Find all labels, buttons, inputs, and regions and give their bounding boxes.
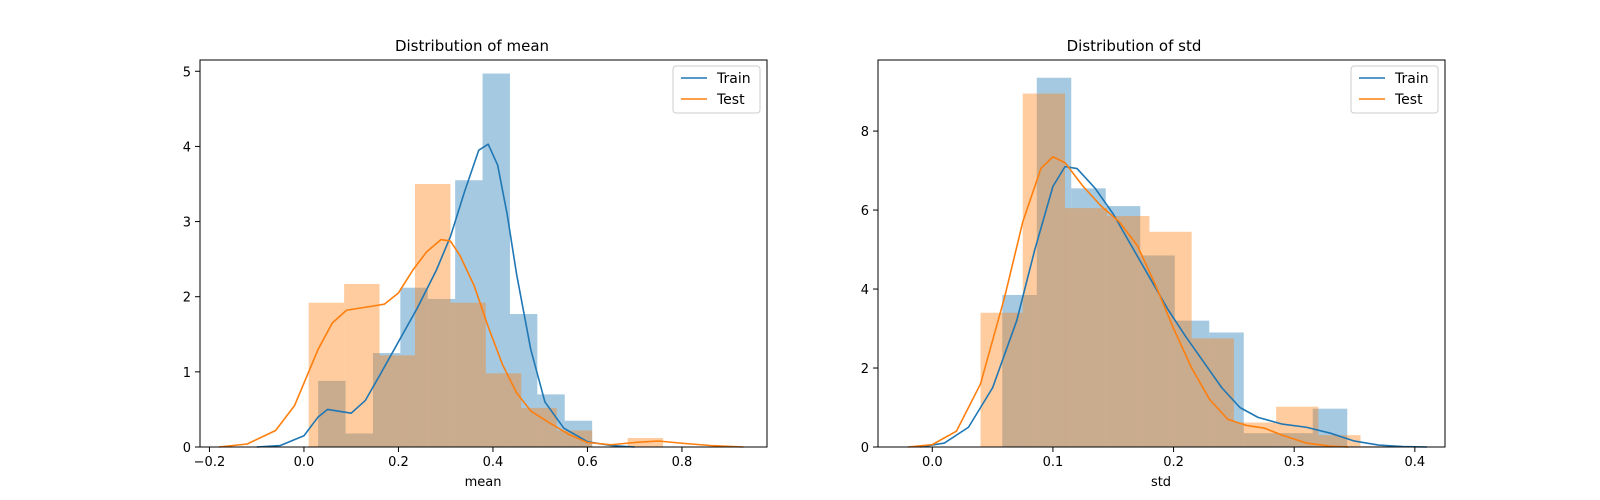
hist-bar-test-0 xyxy=(980,312,1023,447)
x-tick-label: 0.6 xyxy=(577,455,598,470)
x-tick-label: 0.2 xyxy=(388,455,409,470)
chart-title: Distribution of std xyxy=(1067,37,1202,55)
x-tick-label: 0.0 xyxy=(922,455,943,470)
chart-marks xyxy=(908,77,1427,448)
legend: Train Test xyxy=(672,65,761,114)
hist-bar-train-4 xyxy=(1140,255,1175,447)
x-tick-label: −0.2 xyxy=(194,455,226,470)
kde-line-test xyxy=(908,155,1349,448)
legend: Train Test xyxy=(1350,65,1439,114)
y-axis-ticks: 0 2 4 6 8 xyxy=(861,125,878,456)
kde-line-test xyxy=(218,238,744,448)
hist-bar-train-1 xyxy=(345,433,373,447)
hist-bar-train-9 xyxy=(1312,408,1348,447)
x-axis-label: std xyxy=(1151,475,1171,490)
chart-std: Distribution of std 0.0 0.1 0.2 0.3 0.4 0 2 4 6… xyxy=(861,37,1446,490)
hist-bar-train-2 xyxy=(1071,188,1106,447)
hist-bar-test-7 xyxy=(556,430,593,447)
hist-bar-train-2 xyxy=(372,353,401,447)
x-tick-label: 0.4 xyxy=(1404,455,1425,470)
hist-bar-train-7 xyxy=(509,313,538,447)
y-tick-label: 2 xyxy=(183,291,191,306)
hist-bar-test-4 xyxy=(1149,231,1192,447)
hist-bar-train-6 xyxy=(482,73,510,447)
x-tick-label: 0.2 xyxy=(1163,455,1184,470)
chart-marks xyxy=(218,73,744,448)
legend-label-test: Test xyxy=(1394,92,1423,108)
x-tick-label: 0.4 xyxy=(483,455,504,470)
hist-bar-test-5 xyxy=(485,373,522,447)
legend-label-test: Test xyxy=(716,92,745,108)
chart-title: Distribution of mean xyxy=(395,37,549,55)
y-tick-label: 1 xyxy=(183,366,191,381)
plot-frame xyxy=(199,59,768,448)
x-axis-ticks: 0.0 0.1 0.2 0.3 0.4 xyxy=(922,447,1425,470)
hist-bar-test-3 xyxy=(1107,215,1150,447)
hist-bar-test-0 xyxy=(308,302,345,447)
x-axis-label: mean xyxy=(465,475,502,490)
hist-bar-train-6 xyxy=(1209,332,1244,447)
hist-bar-test-2 xyxy=(1064,208,1108,447)
y-tick-label: 4 xyxy=(861,283,869,298)
y-tick-label: 4 xyxy=(183,140,191,155)
y-axis-ticks: 0 1 2 3 4 5 xyxy=(183,65,200,456)
x-tick-label: 0.8 xyxy=(672,455,693,470)
y-tick-label: 3 xyxy=(183,216,191,231)
hist-bar-test-4 xyxy=(450,302,486,447)
hist-bar-test-1 xyxy=(344,283,380,447)
plot-frame xyxy=(877,59,1446,448)
hist-bar-train-1 xyxy=(1036,77,1072,448)
hist-bar-test-2 xyxy=(379,355,415,447)
y-tick-label: 5 xyxy=(183,65,191,80)
legend-label-train: Train xyxy=(716,71,751,87)
y-tick-label: 2 xyxy=(861,362,869,377)
x-axis-ticks: −0.2 0.0 0.2 0.4 0.6 0.8 xyxy=(194,447,693,470)
hist-bar-train-0 xyxy=(1002,294,1037,447)
y-tick-label: 8 xyxy=(861,125,869,140)
y-tick-label: 6 xyxy=(861,204,869,219)
hist-bar-train-4 xyxy=(427,298,456,447)
x-tick-label: 0.1 xyxy=(1043,455,1064,470)
y-tick-label: 0 xyxy=(183,441,191,456)
chart-mean: Distribution of mean −0.2 0.0 0.2 0.4 0.6 0.8… xyxy=(183,37,768,490)
hist-bar-test-3 xyxy=(414,183,451,448)
hist-bar-train-3 xyxy=(1105,206,1141,447)
hist-bar-train-8 xyxy=(537,394,565,447)
kde-line-train xyxy=(256,143,635,448)
hist-bar-train-7 xyxy=(1243,433,1279,447)
hist-bar-train-5 xyxy=(1174,320,1210,447)
y-tick-label: 0 xyxy=(861,441,869,456)
x-tick-label: 0.0 xyxy=(294,455,315,470)
hist-bar-train-5 xyxy=(455,180,483,448)
hist-bar-test-8 xyxy=(1318,435,1361,447)
x-tick-label: 0.3 xyxy=(1284,455,1305,470)
legend-label-train: Train xyxy=(1394,71,1429,87)
hist-bar-test-6 xyxy=(521,407,557,447)
